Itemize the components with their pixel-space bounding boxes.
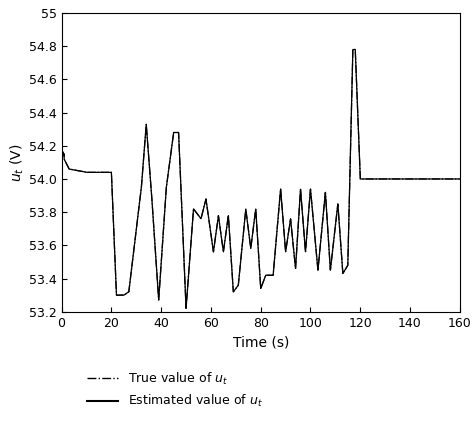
Estimated value of $u_t$: [79, 169, 84, 174]
Estimated value of $u_t$: [312, 232, 318, 237]
Y-axis label: $u_t$ (V): $u_t$ (V): [9, 143, 26, 181]
Legend: True value of $u_t$, Estimated value of $u_t$: True value of $u_t$, Estimated value of …: [82, 365, 268, 414]
Estimated value of $u_t$: [375, 176, 381, 181]
True value of $u_t$: [294, 239, 300, 244]
True value of $u_t$: [375, 176, 381, 181]
True value of $u_t$: [203, 197, 209, 202]
True value of $u_t$: [79, 169, 84, 174]
True value of $u_t$: [312, 232, 318, 237]
Line: True value of $u_t$: True value of $u_t$: [62, 49, 460, 308]
True value of $u_t$: [350, 47, 356, 52]
Estimated value of $u_t$: [457, 176, 463, 181]
True value of $u_t$: [59, 152, 64, 157]
True value of $u_t$: [183, 306, 189, 311]
Estimated value of $u_t$: [183, 306, 189, 311]
True value of $u_t$: [457, 176, 463, 181]
Estimated value of $u_t$: [294, 239, 300, 244]
True value of $u_t$: [354, 89, 360, 94]
Estimated value of $u_t$: [350, 47, 356, 52]
Estimated value of $u_t$: [354, 89, 360, 94]
Line: Estimated value of $u_t$: Estimated value of $u_t$: [62, 49, 460, 308]
X-axis label: Time (s): Time (s): [233, 335, 289, 349]
Estimated value of $u_t$: [59, 152, 64, 157]
Estimated value of $u_t$: [203, 197, 209, 202]
